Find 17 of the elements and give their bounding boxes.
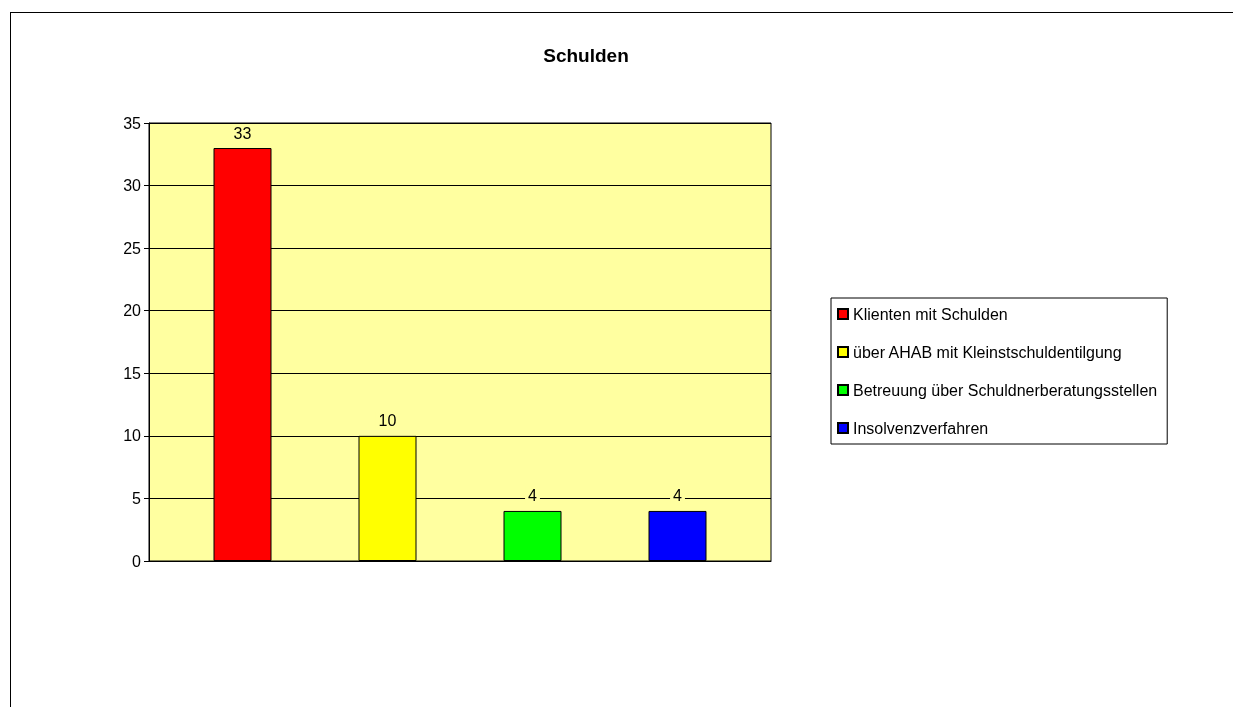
y-tick-label: 0 [132, 552, 142, 570]
legend-label: Betreuung über Schuldnerberatungsstellen [853, 381, 1158, 399]
data-label: 4 [528, 487, 538, 505]
y-tick-label: 35 [123, 114, 142, 132]
y-tick-label: 5 [132, 489, 142, 507]
data-label: 10 [378, 412, 397, 430]
legend-label: Insolvenzverfahren [853, 419, 989, 437]
data-label: 4 [673, 487, 683, 505]
chart-title: Schulden [543, 45, 629, 66]
y-tick-label: 25 [123, 239, 142, 257]
y-tick-label: 30 [123, 177, 142, 195]
y-tick-label: 10 [123, 427, 142, 445]
legend-label: Klienten mit Schulden [853, 305, 1008, 323]
y-tick-label: 15 [123, 364, 142, 382]
legend-label: über AHAB mit Kleinstschuldentilgung [853, 343, 1122, 361]
y-tick-label: 20 [123, 302, 142, 320]
data-label: 33 [233, 124, 252, 142]
